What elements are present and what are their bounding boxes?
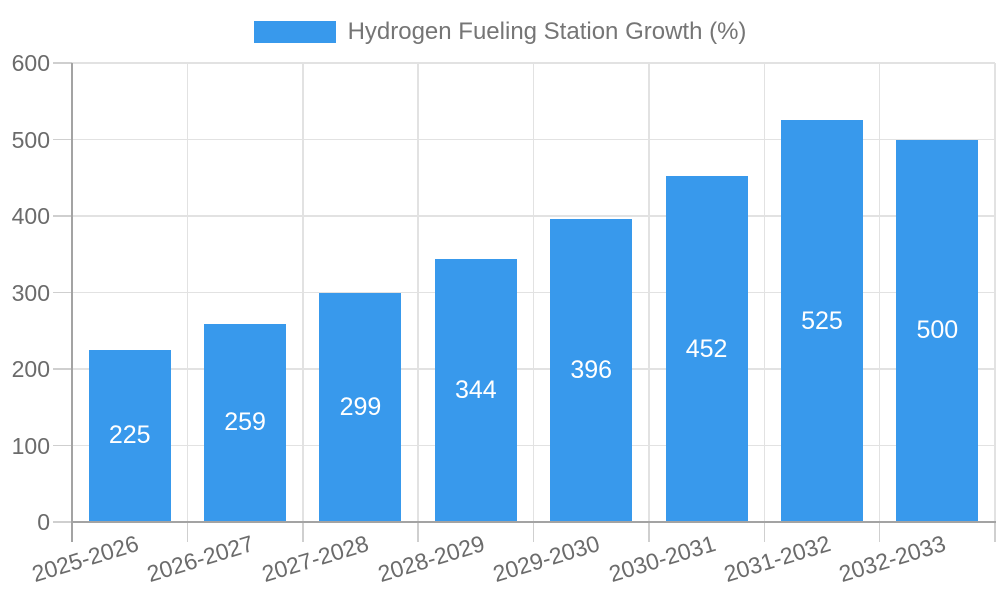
bar-value-label: 500 [916,316,959,345]
bar-2025-2026[interactable]: 225 [88,349,171,522]
x-axis-tick [648,522,650,542]
bar-2029-2030[interactable]: 396 [550,219,633,522]
gridline-vertical [878,63,881,522]
x-axis-tick [186,522,189,542]
y-axis-tick [53,291,72,294]
legend-item[interactable]: Hydrogen Fueling Station Growth (%) [0,16,1000,48]
bar-2026-2027[interactable]: 259 [204,323,287,522]
x-axis-label: 2026-2027 [143,530,257,588]
y-axis-label: 400 [11,203,50,229]
bar-2030-2031[interactable]: 452 [665,176,748,522]
x-axis-tick [302,522,304,542]
bar-2027-2028[interactable]: 299 [319,293,402,522]
y-axis-tick [53,215,72,217]
bar-value-label: 259 [224,408,266,437]
bar-2028-2029[interactable]: 344 [434,258,517,522]
gridline-vertical [302,63,304,522]
y-axis-tick [53,62,72,64]
y-axis-label: 600 [11,50,50,76]
x-axis-label: 2028-2029 [374,530,488,588]
bar-2032-2033[interactable]: 500 [896,139,979,522]
x-axis-label: 2031-2032 [720,530,834,588]
bar-value-label: 225 [108,421,151,450]
x-axis-tick [763,522,765,542]
x-axis-line [71,521,996,523]
bar-value-label: 452 [685,334,728,363]
y-axis-tick [53,138,72,141]
y-axis-label: 500 [11,126,50,153]
x-axis-label: 2027-2028 [259,530,373,588]
x-axis-label: 2029-2030 [489,530,603,588]
y-axis-tick [53,521,72,523]
y-axis-label: 100 [11,432,50,459]
bar-value-label: 525 [801,306,843,335]
bar-2031-2032[interactable]: 525 [780,120,863,522]
gridline-vertical [763,63,765,522]
x-axis-label: 2032-2033 [836,530,949,588]
bar-value-label: 299 [339,393,382,422]
gridline-vertical [994,63,996,522]
bar-value-label: 396 [570,356,613,385]
x-axis-tick [878,522,881,542]
y-axis-tick [53,368,72,370]
x-axis-label: 2030-2031 [605,530,719,588]
y-axis-line [71,63,73,542]
x-axis-label: 2025-2026 [28,530,142,588]
y-axis-label: 300 [11,279,50,306]
x-axis-tick [994,522,996,542]
x-axis-tick [417,522,419,542]
x-axis-tick [532,522,535,542]
bar-value-label: 344 [454,375,497,404]
gridline-vertical [532,63,535,522]
gridline-vertical [417,63,419,522]
gridline-vertical [648,63,650,522]
gridline-vertical [186,63,189,522]
y-axis-label: 0 [37,509,50,535]
legend-swatch [253,21,336,43]
y-axis-label: 200 [11,356,50,382]
legend-label: Hydrogen Fueling Station Growth (%) [347,18,747,45]
y-axis-tick [53,444,72,447]
